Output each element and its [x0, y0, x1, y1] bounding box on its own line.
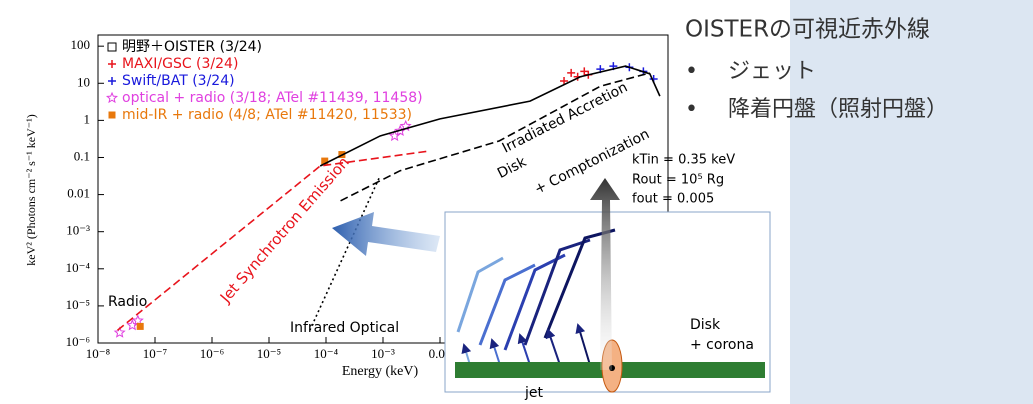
y-tick-label: 0.01: [67, 186, 90, 201]
y-tick-label: 10: [77, 74, 90, 89]
diagram-label: + corona: [690, 337, 754, 353]
legend-marker: [109, 112, 116, 119]
annotation: Radio: [108, 294, 147, 310]
legend-label: mid-IR + radio (4/8; ATel #11420, 11533): [122, 107, 412, 123]
legend-label: MAXI/GSC (3/24): [122, 56, 238, 72]
y-tick-label: 10⁻⁵: [66, 297, 90, 312]
y-tick-label: 10⁻⁴: [66, 260, 91, 275]
y-tick-label: 100: [71, 37, 91, 52]
annotation: Rout = 10⁵ Rg: [632, 173, 724, 188]
y-tick-label: 0.1: [74, 148, 90, 163]
blue-arrow: [332, 212, 440, 256]
annotation: Jet Synchrotron Emission: [216, 153, 353, 307]
legend-label: 明野＋OISTER (3/24): [122, 39, 262, 55]
side-title: OISTERの可視近赤外線: [685, 17, 930, 43]
annotation: Disk: [495, 154, 530, 182]
y-tick-label: 10⁻³: [66, 223, 90, 238]
bullet: ジェット: [728, 59, 816, 84]
data-point: [567, 69, 575, 77]
data-point: [137, 323, 144, 330]
legend-label: optical + radio (3/18; ATel #11439, 1145…: [122, 90, 423, 106]
x-tick-label: 10⁻⁴: [314, 346, 339, 361]
legend-marker: [108, 43, 116, 51]
bullet-dot: •: [685, 97, 698, 122]
y-tick-label: 1: [84, 111, 91, 126]
diagram-label: jet: [524, 385, 544, 401]
annotation: kTin = 0.35 keV: [632, 153, 735, 168]
y-tick-label: 10⁻⁶: [66, 334, 90, 349]
bullet-dot: •: [685, 59, 698, 84]
legend-label: Swift/BAT (3/24): [122, 73, 235, 89]
annotation: fout = 0.005: [632, 192, 714, 207]
x-tick-label: 10⁻⁶: [200, 346, 224, 361]
x-tick-label: 10⁻⁷: [143, 346, 167, 361]
legend-marker: [107, 93, 117, 102]
side-panel: [790, 0, 1033, 404]
diagram: Disk + corona jet: [445, 178, 770, 401]
x-tick-label: 10⁻³: [371, 346, 395, 361]
slide: 10⁻⁸10⁻⁷10⁻⁶10⁻⁵10⁻⁴10⁻³0.011001010.10.0…: [0, 0, 1033, 404]
x-tick-label: 10⁻⁵: [257, 346, 281, 361]
bullet: 降着円盤（照射円盤）: [728, 97, 948, 122]
diagram-label: Disk: [690, 317, 721, 333]
legend-marker: [108, 77, 116, 85]
chart: 10⁻⁸10⁻⁷10⁻⁶10⁻⁵10⁻⁴10⁻³0.011001010.10.0…: [0, 0, 1033, 404]
annotation: Infrared Optical: [290, 320, 399, 336]
x-axis-label: Energy (keV): [342, 364, 419, 379]
legend-marker: [108, 60, 116, 68]
y-axis-label: keV² (Photons cm⁻² s⁻¹ keV⁻¹): [24, 114, 38, 265]
